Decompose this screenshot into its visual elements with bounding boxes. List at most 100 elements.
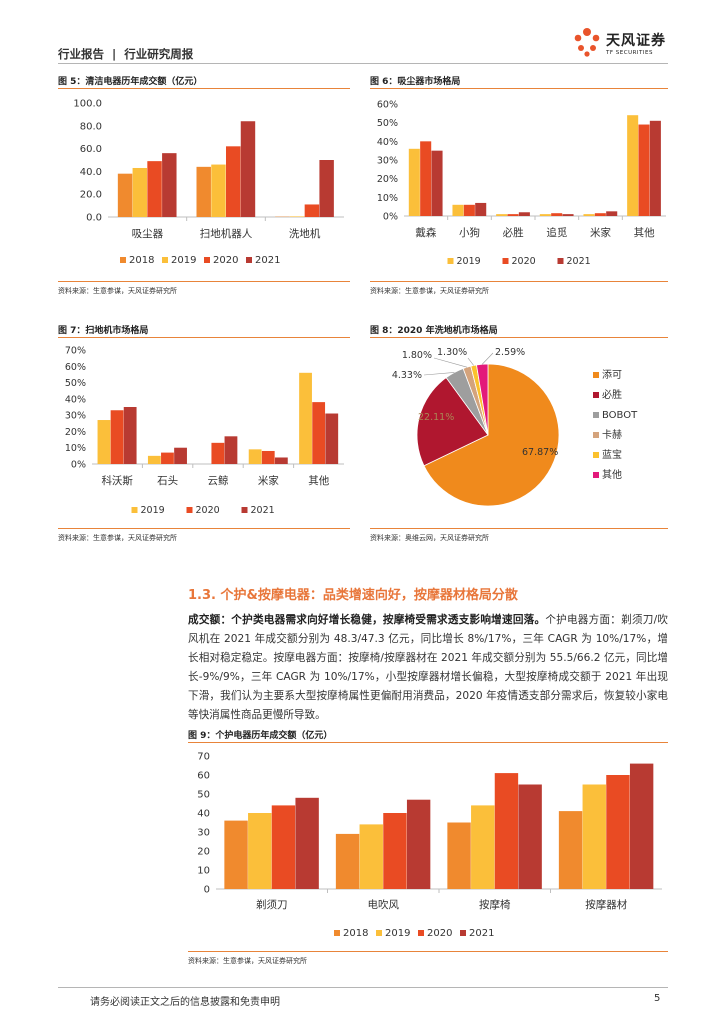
- bar-2021: [274, 457, 288, 464]
- bar-2019: [289, 216, 305, 217]
- pie-leader-line: [423, 372, 455, 376]
- pie-data-label: 67.87%: [522, 447, 558, 458]
- section-title: 1.3. 个护&按摩电器：品类增速向好，按摩器材格局分散: [188, 588, 518, 603]
- bar-2020: [551, 213, 563, 216]
- legend-label: 2019: [385, 928, 410, 939]
- x-category-label: 吸尘器: [132, 228, 164, 240]
- bar-2019: [211, 164, 226, 217]
- legend-swatch: [447, 258, 454, 264]
- pie-legend-swatch: [593, 372, 599, 378]
- page-number: 5: [654, 993, 661, 1004]
- pie-slice: [423, 363, 560, 507]
- y-tick-label: 20%: [377, 174, 398, 185]
- bar-2020: [463, 204, 475, 216]
- x-category-label: 石头: [157, 475, 178, 487]
- fig9-title: 图 9：个护电器历年成交额（亿元）: [188, 731, 333, 741]
- pie-legend-label: 必胜: [602, 388, 622, 401]
- legend-label: 2018: [343, 928, 368, 939]
- pie-legend-swatch: [593, 452, 599, 458]
- bar-2021: [406, 799, 431, 889]
- x-category-label: 米家: [590, 226, 611, 239]
- footer-divider: [58, 987, 668, 988]
- fig5-rule: [58, 88, 350, 89]
- legend-label: 2020: [512, 256, 536, 267]
- bar-2021: [123, 407, 137, 464]
- fig7-title: 图 7：扫地机市场格局: [58, 326, 149, 336]
- pie-data-label: 2.59%: [495, 347, 525, 358]
- bar-2019: [248, 449, 262, 464]
- y-tick-label: 40%: [65, 394, 86, 405]
- y-tick-label: 50%: [377, 118, 398, 129]
- logo-text-cn: 天风证券: [606, 33, 666, 49]
- report-name: 行业研究周报: [124, 47, 194, 61]
- y-tick-label: 30%: [65, 411, 86, 422]
- bar-2021: [518, 784, 542, 889]
- header-separator: |: [112, 47, 117, 61]
- bar-2019: [496, 214, 508, 216]
- legend-label: 2018: [129, 255, 154, 266]
- bar-2021: [174, 447, 187, 464]
- bar-2018: [558, 811, 583, 889]
- bar-2019: [452, 204, 464, 216]
- report-type: 行业报告: [58, 47, 104, 61]
- y-tick-label: 60%: [377, 100, 398, 111]
- legend-label: 2021: [251, 505, 275, 516]
- bar-2019: [359, 824, 383, 889]
- fig5-bottom-rule: [58, 281, 350, 282]
- section-lead: 成交额：个护类电器需求向好增长稳健，按摩椅受需求透支影响增速回落。: [188, 614, 546, 626]
- bar-2020: [161, 452, 174, 464]
- fig8-rule: [370, 337, 668, 338]
- x-category-label: 按摩器材: [585, 898, 627, 911]
- x-category-label: 云鲸: [208, 474, 229, 487]
- bar-2021: [518, 212, 530, 216]
- bar-2020: [312, 402, 326, 464]
- bar-2021: [649, 120, 661, 216]
- fig6-rule: [370, 88, 668, 89]
- legend-label: 2020: [213, 255, 238, 266]
- bar-2021: [295, 797, 319, 889]
- bar-2020: [594, 213, 606, 216]
- x-category-label: 戴森: [415, 226, 436, 239]
- pie-data-label: 4.33%: [392, 370, 422, 381]
- bar-2020: [211, 442, 225, 464]
- fig5-chart: 0.0 20.0 40.0 60.0 80.0 100.0 吸尘器 扫地机器人 洗地机 2018 2…: [73, 99, 344, 266]
- y-tick-label: 50: [197, 790, 210, 801]
- bar-2018: [196, 166, 211, 217]
- x-category-label: 电吹风: [368, 898, 400, 911]
- bar-2018: [117, 173, 133, 217]
- y-tick-label: 20: [197, 847, 210, 858]
- x-category-label: 科沃斯: [101, 474, 133, 487]
- legend-swatch: [460, 930, 466, 936]
- y-tick-label: 30%: [377, 156, 398, 167]
- legend-label: 2020: [427, 928, 452, 939]
- logo-mark-icon: [574, 28, 600, 57]
- y-tick-label: 20.0: [80, 190, 102, 201]
- bar-2019: [627, 115, 639, 216]
- fig6-title: 图 6：吸尘器市场格局: [370, 77, 461, 87]
- bar-2020: [304, 204, 320, 217]
- bar-2020: [261, 450, 275, 464]
- bar-2021: [224, 436, 238, 464]
- bar-2020: [507, 214, 519, 216]
- bar-2019: [147, 455, 161, 464]
- tf-securities-logo: 天风证券 TF SECURITIES: [570, 26, 680, 62]
- y-tick-label: 0%: [383, 212, 398, 223]
- pie-legend-swatch: [593, 412, 599, 418]
- fig8-source: 资料来源：奥维云网，天风证券研究所: [370, 534, 489, 542]
- bar-2019: [583, 214, 595, 216]
- legend-swatch: [162, 257, 168, 263]
- pie-slice: [416, 377, 489, 467]
- report-header: 行业报告 | 行业研究周报: [58, 46, 193, 62]
- fig9-bottom-rule: [188, 951, 668, 952]
- bar-2021: [562, 214, 574, 216]
- x-category-label: 必胜: [503, 226, 524, 239]
- x-category-label: 扫地机器人: [200, 227, 253, 240]
- y-tick-label: 0%: [71, 460, 86, 471]
- bar-2020: [420, 141, 432, 216]
- y-tick-label: 10%: [377, 193, 398, 204]
- fig8-title: 图 8：2020 年洗地机市场格局: [370, 326, 498, 336]
- logo-text-en: TF SECURITIES: [606, 50, 653, 56]
- fig8-bottom-rule: [370, 528, 668, 529]
- fig9-source: 资料来源：生意参谋，天风证券研究所: [188, 957, 307, 965]
